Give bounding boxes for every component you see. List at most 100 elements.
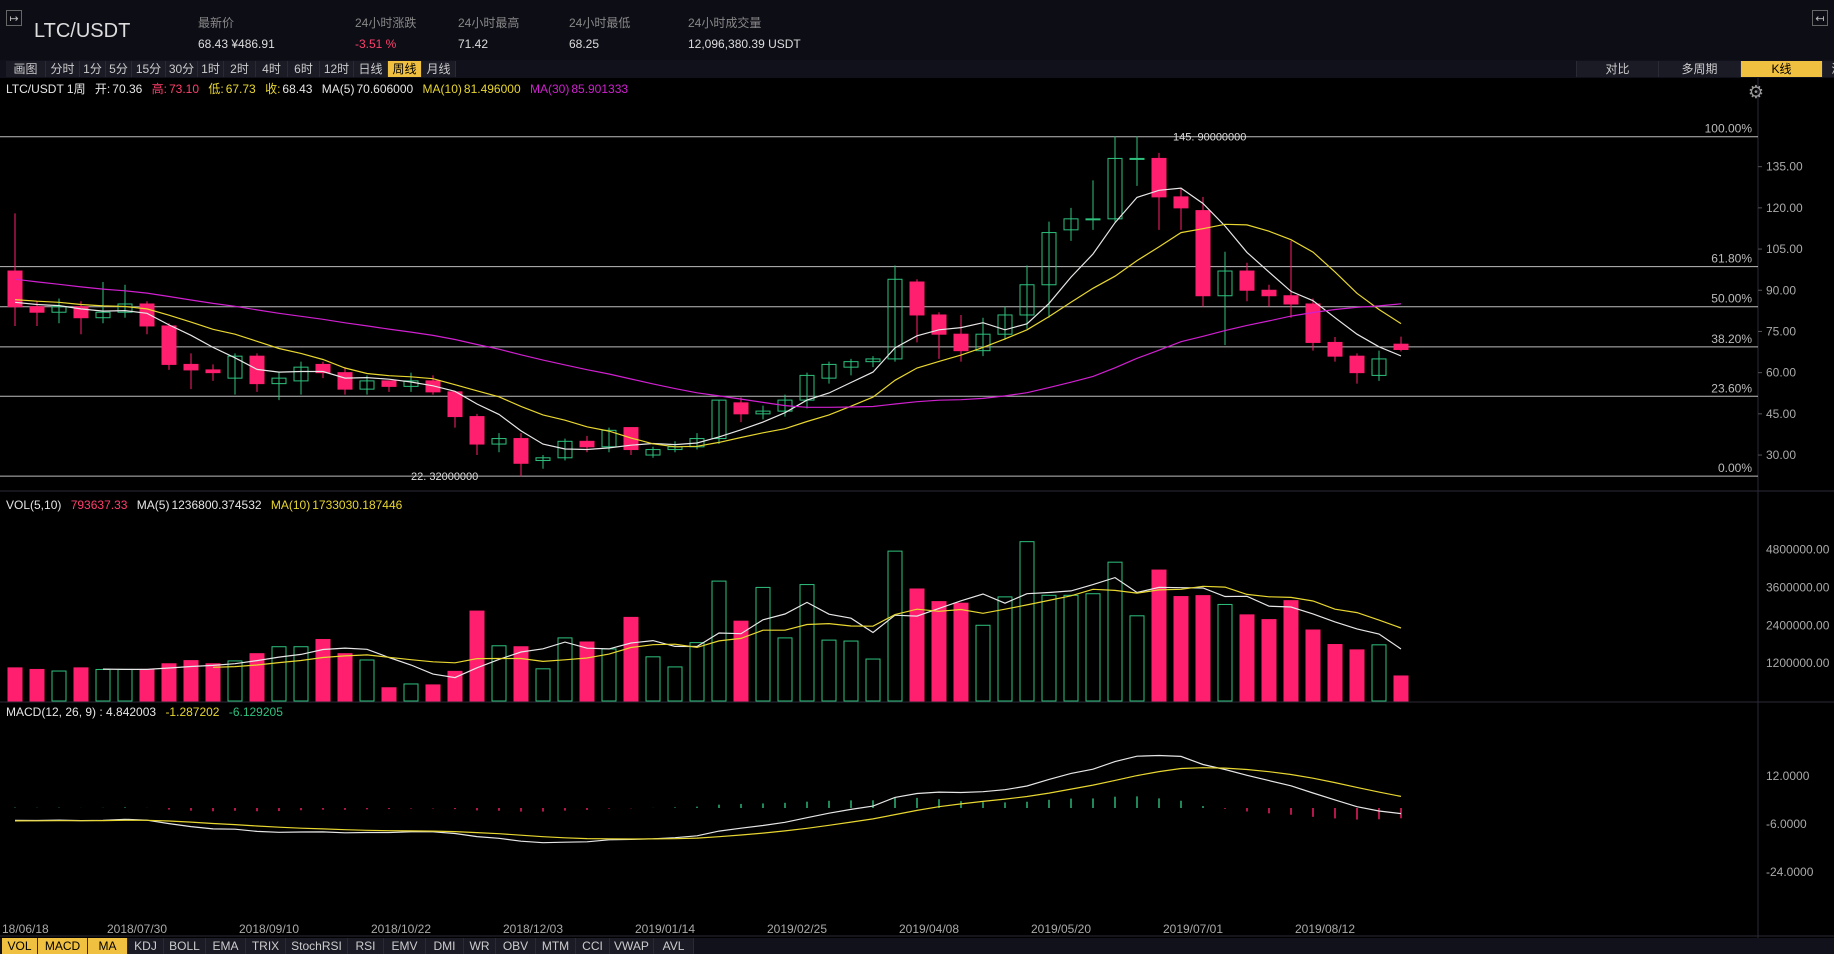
macd-axis-label-0: 12.0000: [1766, 769, 1810, 783]
timeframe-button-6[interactable]: 1时: [198, 61, 224, 77]
volume-ma5-line: [102, 576, 1402, 679]
date-axis-label-1: 2018/07/30: [107, 922, 167, 936]
volume-bar-4: [95, 668, 111, 702]
volume-bar-50: [1107, 561, 1123, 702]
candle-body-24: [535, 457, 551, 462]
timeframe-button-5[interactable]: 30分: [166, 61, 198, 77]
macd-axis-label-2: -24.0000: [1766, 865, 1814, 879]
timeframe-button-8[interactable]: 4时: [256, 61, 288, 77]
indicator-tab-bar: VOL MACD MA KDJ BOLL EMA TRIX StochRSI RSI EMV DMI…: [0, 938, 1834, 954]
candle-body-58: [1283, 295, 1299, 305]
indicator-tab-kdj[interactable]: KDJ: [128, 938, 164, 954]
indicator-tab-vwap[interactable]: VWAP: [610, 938, 654, 954]
timeframe-button-10[interactable]: 12时: [320, 61, 354, 77]
candle-body-61: [1349, 355, 1365, 374]
price-axis-label-5: 60.00: [1766, 366, 1796, 380]
collapse-right-icon[interactable]: ↤: [1812, 10, 1828, 26]
timeframe-button-1[interactable]: 分时: [46, 61, 80, 77]
candle-body-12: [271, 377, 287, 385]
date-axis-label-9: 2019/07/01: [1163, 922, 1223, 936]
candle-body-22: [491, 438, 507, 445]
view-tab-1[interactable]: 多周期: [1658, 61, 1740, 77]
fib-label-0: 100.00%: [1705, 122, 1753, 136]
indicator-tab-trix[interactable]: TRIX: [246, 938, 286, 954]
fibonacci-levels: 100.00% 61.80% 50.00% 38.20% 23.60% 0.00%: [0, 122, 1758, 477]
macd-series: [14, 754, 1402, 844]
indicator-tab-ema[interactable]: EMA: [206, 938, 246, 954]
stat-24h-change: 24小时涨跌 -3.51 %: [355, 16, 417, 51]
timeframe-button-13[interactable]: 月线: [422, 61, 456, 77]
ma5-line: [14, 187, 1402, 451]
indicator-tab-stochrsi[interactable]: StochRSI: [286, 938, 348, 954]
volume-bar-54: [1195, 595, 1211, 702]
volume-bar-47: [1041, 594, 1057, 702]
price-axis-label-3: 90.00: [1766, 283, 1796, 297]
timeframe-button-0[interactable]: 画图: [6, 61, 46, 77]
candle-body-59: [1305, 303, 1321, 343]
volume-bar-36: [799, 584, 815, 702]
timeframe-button-9[interactable]: 6时: [288, 61, 320, 77]
timeframe-button-7[interactable]: 2时: [224, 61, 256, 77]
candle-body-47: [1041, 232, 1057, 286]
candle-body-48: [1063, 218, 1079, 231]
indicator-tab-wr[interactable]: WR: [464, 938, 496, 954]
collapse-left-icon[interactable]: ↦: [6, 10, 22, 26]
settings-gear-icon[interactable]: ⚙: [1747, 82, 1764, 102]
fib-label-4: 23.60%: [1711, 381, 1752, 395]
indicator-tab-rsi[interactable]: RSI: [348, 938, 384, 954]
volume-bar-0: [7, 667, 23, 702]
timeframe-button-2[interactable]: 1分: [80, 61, 106, 77]
date-axis-label-8: 2019/05/20: [1031, 922, 1091, 936]
kline-chart[interactable]: 100.00% 61.80% 50.00% 38.20% 23.60% 0.00% 145…: [0, 78, 1834, 938]
price-axis-label-6: 45.00: [1766, 407, 1796, 421]
view-tab-2[interactable]: K线: [1740, 61, 1822, 77]
volume-bar-8: [183, 660, 199, 702]
candle-body-49: [1085, 218, 1101, 221]
volume-bar-15: [337, 653, 353, 702]
volume-axis-label-1: 3600000.00: [1766, 580, 1830, 594]
indicator-tab-dmi[interactable]: DMI: [426, 938, 464, 954]
volume-bar-3: [73, 667, 89, 702]
indicator-tab-boll[interactable]: BOLL: [164, 938, 206, 954]
volume-bar-34: [755, 586, 771, 702]
indicator-tab-mtm[interactable]: MTM: [536, 938, 576, 954]
volume-bar-17: [381, 687, 397, 702]
indicator-tab-emv[interactable]: EMV: [384, 938, 426, 954]
volume-bar-56: [1239, 614, 1255, 702]
volume-bar-61: [1349, 649, 1365, 702]
indicator-tab-ma[interactable]: MA: [88, 938, 128, 954]
market-header: ↦ LTC/USDT 最新价 68.43 ¥486.91 24小时涨跌 -3.5…: [0, 0, 1834, 61]
candle-body-41: [909, 281, 925, 316]
timeframe-button-4[interactable]: 15分: [132, 61, 166, 77]
indicator-tab-macd[interactable]: MACD: [38, 938, 88, 954]
indicator-tab-avl[interactable]: AVL: [654, 938, 694, 954]
volume-bar-38: [843, 640, 859, 702]
indicator-tab-cci[interactable]: CCI: [576, 938, 610, 954]
volume-bar-33: [733, 620, 749, 702]
timeframe-button-12[interactable]: 周线: [388, 61, 422, 77]
candle-body-23: [513, 438, 529, 464]
candle-body-52: [1151, 157, 1167, 198]
indicator-tab-obv[interactable]: OBV: [496, 938, 536, 954]
volume-bar-35: [777, 637, 793, 702]
candle-body-7: [161, 325, 177, 365]
volume-bar-62: [1371, 644, 1387, 702]
timeframe-button-11[interactable]: 日线: [354, 61, 388, 77]
candle-body-34: [755, 410, 771, 415]
date-axis-label-0: 18/06/18: [2, 922, 49, 936]
indicator-tab-vol[interactable]: VOL: [2, 938, 38, 954]
macd-dea-line: [14, 767, 1402, 840]
volume-bar-49: [1085, 593, 1101, 702]
view-tab-0[interactable]: 对比: [1576, 61, 1658, 77]
volume-bar-7: [161, 663, 177, 702]
volume-bar-22: [491, 645, 507, 702]
volume-ma10-line: [212, 585, 1402, 668]
candle-body-26: [579, 440, 595, 448]
price-axis-label-2: 105.00: [1766, 242, 1803, 256]
volume-info-line: VOL(5,10) 793637.33 MA(5) 1236800.374532 …: [6, 498, 403, 512]
candle-body-51: [1129, 157, 1145, 160]
view-tab-3[interactable]: 深度图: [1822, 61, 1834, 77]
volume-bar-59: [1305, 629, 1321, 702]
candle-body-43: [953, 333, 969, 352]
timeframe-button-3[interactable]: 5分: [106, 61, 132, 77]
